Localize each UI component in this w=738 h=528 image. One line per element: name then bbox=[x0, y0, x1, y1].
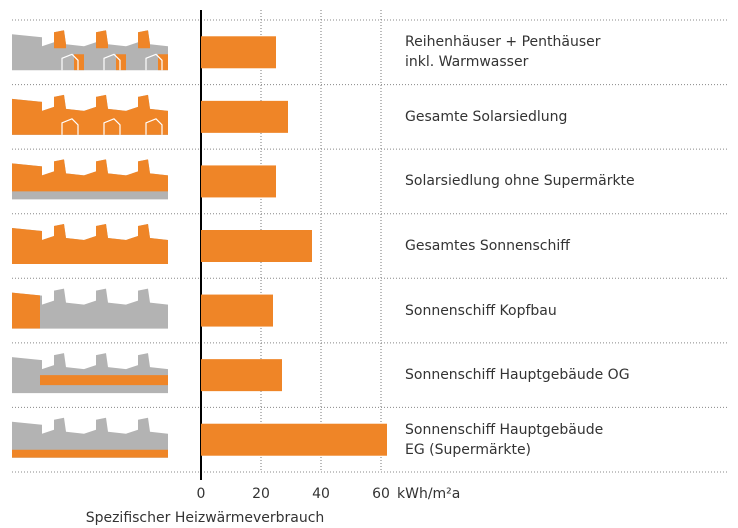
x-tick-label: 40 bbox=[312, 486, 330, 502]
bar bbox=[201, 230, 312, 262]
building-highlight bbox=[12, 449, 168, 458]
building-outline bbox=[145, 53, 163, 71]
bar bbox=[201, 294, 273, 327]
x-tick-label: 60 bbox=[372, 486, 390, 502]
category-label: Solarsiedlung ohne Supermärkte bbox=[405, 173, 635, 190]
bar bbox=[201, 165, 276, 198]
building-outline bbox=[103, 53, 121, 71]
building-outline bbox=[61, 118, 79, 135]
bar bbox=[201, 359, 282, 392]
bar bbox=[201, 100, 288, 133]
bar bbox=[201, 423, 387, 456]
building-icon bbox=[12, 353, 168, 394]
category-label: Gesamtes Sonnenschiff bbox=[405, 238, 570, 254]
x-tick-label: 20 bbox=[252, 486, 270, 502]
category-label: Sonnenschiff Hauptgebäude OG bbox=[405, 367, 630, 384]
building-outline bbox=[61, 53, 79, 71]
building-highlight bbox=[40, 375, 168, 386]
category-label: Reihenhäuser + Penthäuser inkl. Warmwass… bbox=[405, 34, 601, 71]
building-outline bbox=[145, 118, 163, 135]
category-label: Sonnenschiff Hauptgebäude EG (Supermärkt… bbox=[405, 421, 604, 458]
category-label: Gesamte Solarsiedlung bbox=[405, 108, 568, 125]
building-icon bbox=[12, 30, 168, 71]
building-outline bbox=[103, 118, 121, 135]
building-highlight bbox=[12, 94, 168, 135]
x-tick-label: 0 bbox=[197, 486, 206, 502]
x-unit: kWh/m²a bbox=[397, 486, 460, 502]
bar bbox=[201, 36, 276, 69]
category-label: Sonnenschiff Kopfbau bbox=[405, 302, 557, 319]
building-highlight bbox=[12, 159, 168, 192]
building-highlight bbox=[12, 292, 40, 329]
building-icon bbox=[12, 417, 168, 458]
building-highlight bbox=[12, 224, 168, 264]
x-axis-label: Spezifischer Heizwärmeverbrauch bbox=[86, 510, 325, 526]
building-icon bbox=[12, 288, 168, 329]
